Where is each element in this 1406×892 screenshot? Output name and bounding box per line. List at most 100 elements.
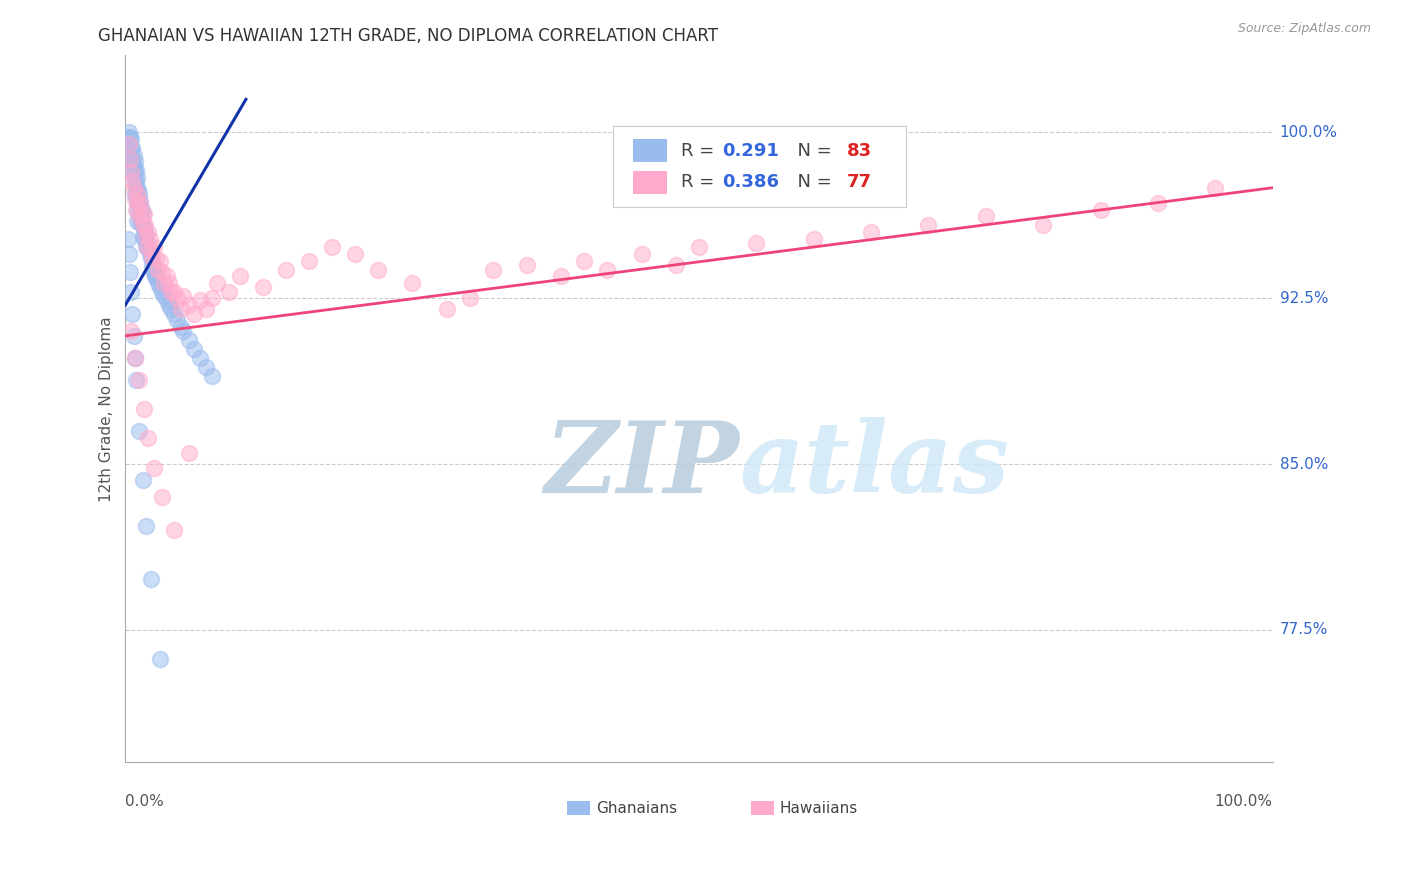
- Point: [135, 229, 157, 244]
- Point: [129, 194, 152, 208]
- Point: [122, 159, 145, 173]
- Text: GHANAIAN VS HAWAIIAN 12TH GRADE, NO DIPLOMA CORRELATION CHART: GHANAIAN VS HAWAIIAN 12TH GRADE, NO DIPL…: [98, 27, 718, 45]
- Point: [574, 253, 596, 268]
- Point: [149, 280, 172, 294]
- Point: [125, 187, 148, 202]
- Point: [122, 180, 145, 194]
- Point: [127, 183, 149, 197]
- Point: [143, 265, 166, 279]
- Point: [138, 231, 160, 245]
- Text: 0.386: 0.386: [723, 173, 779, 192]
- Point: [157, 298, 180, 312]
- Text: Ghanaians: Ghanaians: [596, 801, 676, 816]
- Point: [143, 269, 166, 284]
- Point: [128, 187, 150, 202]
- Text: atlas: atlas: [740, 417, 1010, 514]
- Point: [274, 262, 297, 277]
- Y-axis label: 12th Grade, No Diploma: 12th Grade, No Diploma: [100, 316, 114, 501]
- Point: [145, 252, 167, 266]
- Point: [516, 258, 538, 272]
- Point: [145, 271, 167, 285]
- Point: [120, 152, 142, 166]
- Point: [124, 351, 146, 365]
- Bar: [633, 171, 666, 194]
- Point: [436, 302, 458, 317]
- Point: [136, 240, 159, 254]
- Point: [630, 247, 652, 261]
- Point: [120, 152, 142, 166]
- Point: [125, 202, 148, 217]
- Point: [125, 163, 148, 178]
- Point: [172, 289, 194, 303]
- Point: [138, 225, 160, 239]
- Point: [124, 187, 146, 202]
- Point: [128, 424, 150, 438]
- Point: [120, 141, 142, 155]
- Point: [122, 147, 145, 161]
- Point: [125, 202, 148, 217]
- Point: [135, 240, 157, 254]
- Point: [118, 136, 141, 151]
- Point: [177, 446, 200, 460]
- Point: [160, 302, 183, 317]
- Point: [142, 262, 165, 277]
- Point: [129, 216, 152, 230]
- Point: [121, 154, 143, 169]
- Point: [125, 214, 148, 228]
- Point: [153, 289, 176, 303]
- Point: [139, 572, 162, 586]
- Point: [124, 154, 146, 169]
- Point: [343, 247, 366, 261]
- Point: [125, 180, 148, 194]
- Point: [135, 229, 157, 244]
- Point: [200, 368, 222, 383]
- Point: [141, 252, 163, 266]
- Point: [125, 192, 148, 206]
- Point: [481, 262, 503, 277]
- Point: [166, 313, 188, 327]
- Point: [125, 174, 148, 188]
- Point: [138, 247, 160, 261]
- Point: [917, 219, 939, 233]
- Point: [160, 285, 183, 299]
- Point: [120, 325, 142, 339]
- Point: [550, 269, 572, 284]
- Point: [121, 307, 143, 321]
- Point: [138, 240, 160, 254]
- Point: [156, 269, 179, 284]
- Point: [128, 373, 150, 387]
- Point: [194, 302, 217, 317]
- Point: [367, 262, 389, 277]
- Point: [132, 207, 155, 221]
- Point: [974, 210, 997, 224]
- Point: [1032, 219, 1054, 233]
- Text: ZIP: ZIP: [544, 417, 740, 514]
- Point: [194, 359, 217, 374]
- Point: [183, 307, 205, 321]
- Point: [124, 165, 146, 179]
- Point: [120, 285, 142, 299]
- Point: [120, 132, 142, 146]
- Text: Source: ZipAtlas.com: Source: ZipAtlas.com: [1237, 22, 1371, 36]
- Point: [252, 280, 274, 294]
- Point: [188, 351, 211, 365]
- Point: [132, 231, 155, 245]
- Point: [218, 285, 240, 299]
- Point: [128, 210, 150, 224]
- Text: 100.0%: 100.0%: [1215, 794, 1272, 809]
- Point: [128, 210, 150, 224]
- Point: [143, 461, 166, 475]
- Point: [149, 253, 172, 268]
- Text: 0.0%: 0.0%: [125, 794, 165, 809]
- Point: [124, 192, 146, 206]
- Point: [125, 169, 148, 184]
- Point: [118, 247, 141, 261]
- Point: [156, 293, 179, 308]
- Point: [141, 258, 163, 272]
- Point: [134, 225, 156, 239]
- Point: [172, 325, 194, 339]
- Point: [745, 235, 768, 250]
- Point: [166, 291, 188, 305]
- Point: [169, 302, 191, 317]
- Point: [139, 243, 162, 257]
